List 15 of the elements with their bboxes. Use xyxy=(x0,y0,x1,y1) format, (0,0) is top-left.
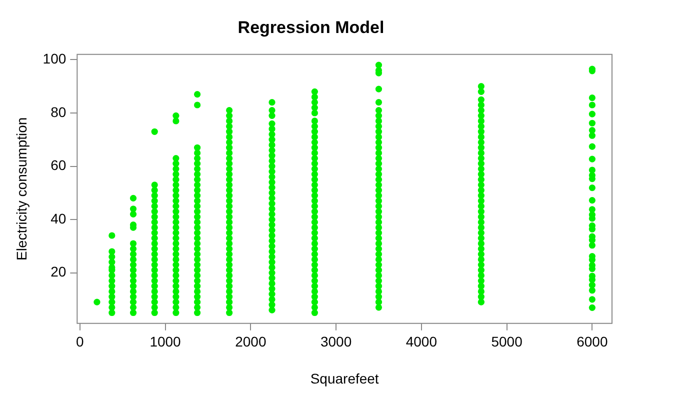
x-tick-label: 4000 xyxy=(406,334,438,350)
x-tick-label: 3000 xyxy=(320,334,352,350)
y-tick-label: 80 xyxy=(50,104,66,120)
x-tick-label: 1000 xyxy=(150,334,182,350)
y-tick-label: 60 xyxy=(50,157,66,174)
x-tick-label: 2000 xyxy=(235,334,266,350)
y-axis-title: Electricity consumption xyxy=(13,117,30,260)
x-tick-label: 0 xyxy=(76,334,84,350)
x-axis-title: Squarefeet xyxy=(310,370,379,386)
y-tick-label: 20 xyxy=(50,264,66,280)
y-tick-label: 40 xyxy=(50,210,66,226)
y-tick-label: 100 xyxy=(42,50,66,67)
x-tick-label: 5000 xyxy=(491,334,523,350)
x-tick-label: 6000 xyxy=(576,334,608,350)
chart-title: Regression Model xyxy=(238,18,384,37)
